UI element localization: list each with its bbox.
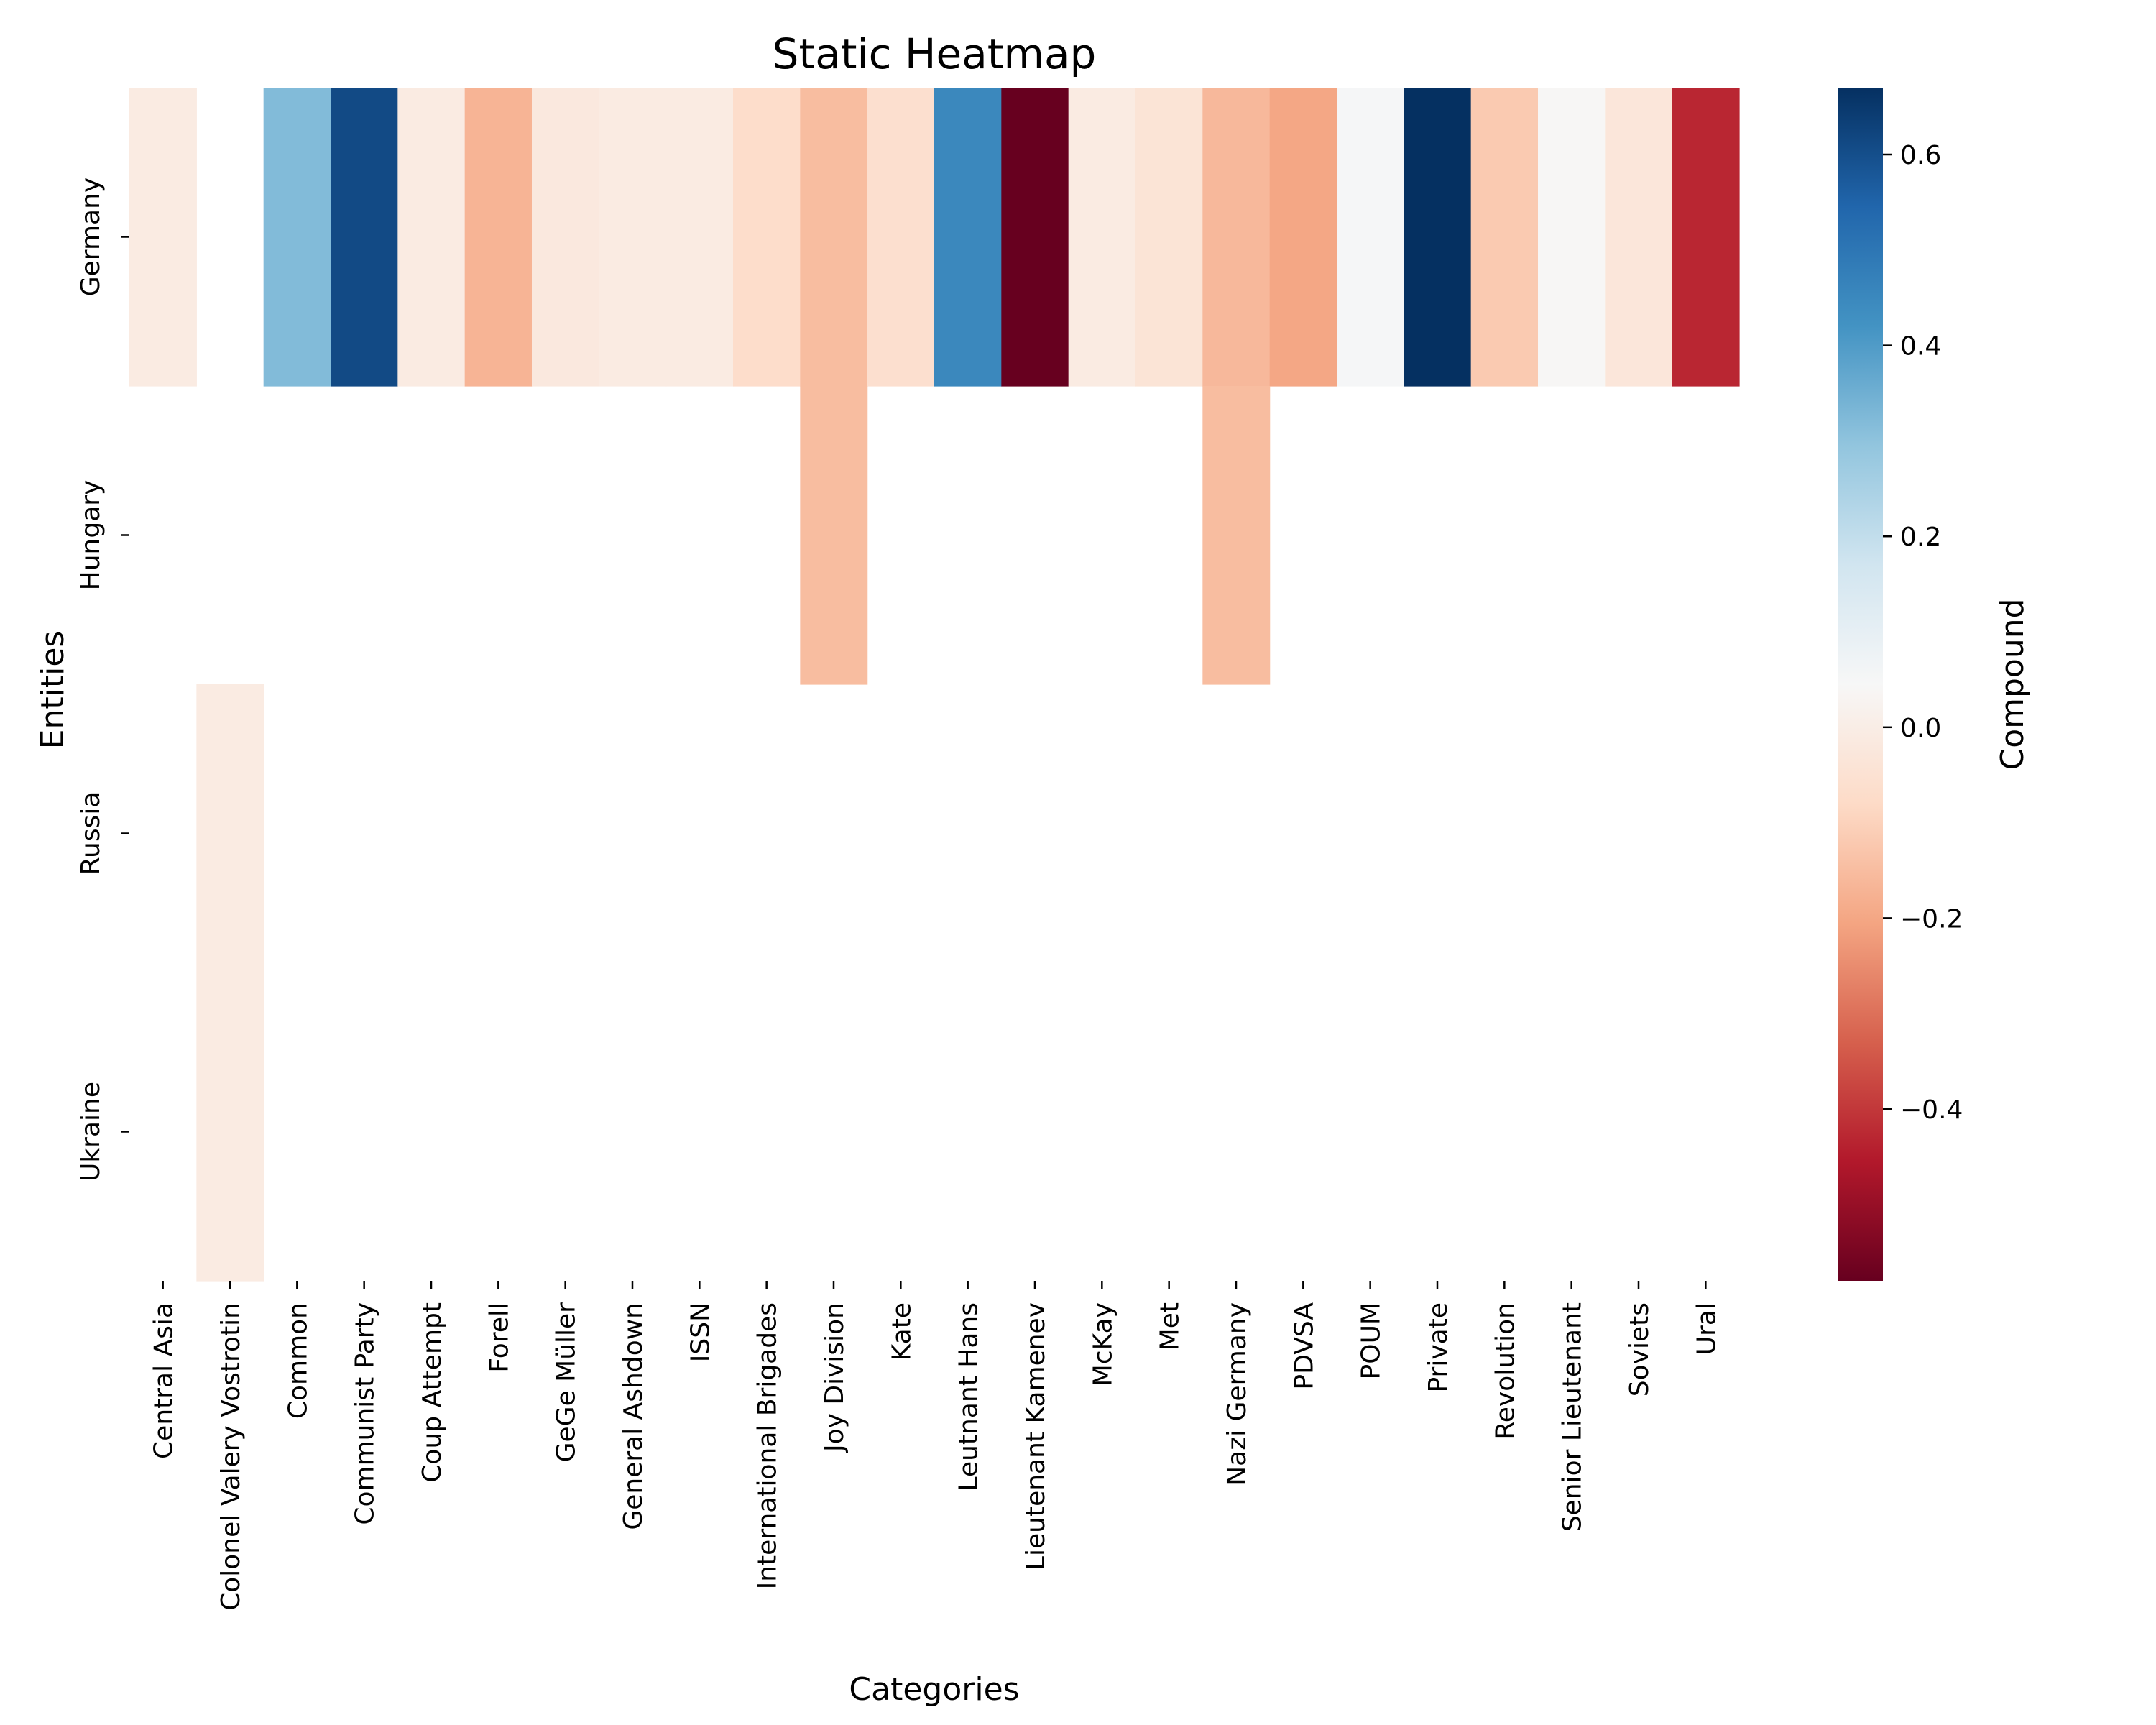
- x-tick-label: ISSN: [686, 1302, 715, 1362]
- x-tick-label: Senior Lieutenant: [1558, 1302, 1588, 1532]
- heatmap-cell: [1269, 88, 1337, 387]
- x-tick-label: McKay: [1088, 1302, 1118, 1386]
- y-tick-label: Hungary: [76, 480, 106, 591]
- y-tick-label: Russia: [76, 792, 106, 875]
- heatmap-cell: [599, 88, 667, 387]
- heatmap-cell: [1068, 88, 1136, 387]
- colorbar: −0.4 −0.2 0.0 0.2 0.4 0.6: [1838, 88, 1963, 1281]
- chart-title: Static Heatmap: [773, 29, 1097, 78]
- heatmap-cell: [1202, 386, 1271, 685]
- x-tick-label: POUM: [1357, 1302, 1386, 1379]
- heatmap-cell: [1202, 88, 1271, 387]
- heatmap-cell: [1672, 88, 1740, 387]
- heatmap-cell: [1605, 88, 1673, 387]
- heatmap-cell: [1470, 88, 1539, 387]
- heatmap-cell: [331, 88, 398, 387]
- heatmap-cell: [665, 88, 734, 387]
- x-tick-label: Soviets: [1625, 1302, 1654, 1397]
- heatmap-cell: [1404, 88, 1472, 387]
- heatmap-cell: [464, 88, 533, 387]
- colorbar-tick-label: 0.2: [1900, 523, 1941, 552]
- x-tick-label: GeGe Müller: [552, 1302, 581, 1463]
- heatmap-cell: [532, 88, 599, 387]
- heatmap-cell: [129, 88, 197, 387]
- colorbar-fill: [1838, 88, 1883, 1281]
- x-tick-label: Leutnant Hans: [954, 1302, 984, 1491]
- y-tick-label: Ukraine: [76, 1082, 106, 1182]
- x-tick-label: Joy Division: [820, 1302, 849, 1453]
- heatmap-cells: [129, 88, 1740, 1282]
- heatmap-cell: [263, 88, 331, 387]
- x-tick-label: Nazi Germany: [1222, 1302, 1252, 1486]
- x-tick-label: Communist Party: [351, 1302, 380, 1525]
- heatmap-cell: [1135, 88, 1203, 387]
- heatmap-cell: [196, 684, 264, 983]
- x-axis: Central Asia Colonel Valery Vostrotin Comm…: [149, 1281, 1721, 1611]
- heatmap-cell: [800, 386, 868, 685]
- x-tick-label: General Ashdown: [619, 1302, 648, 1530]
- x-tick-label: Met: [1156, 1302, 1185, 1351]
- heatmap-cell: [800, 88, 868, 387]
- colorbar-tick-label: −0.2: [1900, 904, 1963, 934]
- x-tick-label: Coup Attempt: [418, 1302, 447, 1483]
- heatmap-cell: [1337, 88, 1404, 387]
- colorbar-tick-label: 0.4: [1900, 332, 1941, 362]
- x-tick-label: Central Asia: [149, 1302, 179, 1459]
- x-tick-label: PDVSA: [1289, 1302, 1319, 1390]
- y-axis-label: Entities: [34, 631, 71, 750]
- x-tick-label: International Brigades: [753, 1302, 783, 1589]
- heatmap-cell: [397, 88, 466, 387]
- colorbar-tick-label: 0.0: [1900, 714, 1941, 743]
- colorbar-label: Compound: [1994, 598, 2031, 770]
- x-tick-label: Forell: [484, 1302, 514, 1373]
- x-axis-label: Categories: [849, 1671, 1019, 1708]
- x-tick-label: Colonel Valery Vostrotin: [216, 1302, 246, 1611]
- y-tick-label: Germany: [76, 178, 106, 296]
- heatmap-cell: [1538, 88, 1606, 387]
- x-tick-label: Private: [1424, 1302, 1453, 1393]
- x-tick-label: Ural: [1692, 1302, 1721, 1355]
- y-axis: Germany Hungary Russia Ukraine: [76, 178, 129, 1182]
- x-tick-label: Lieutenant Kamenev: [1021, 1302, 1051, 1570]
- colorbar-tick-label: 0.6: [1900, 141, 1941, 170]
- heatmap-cell: [934, 88, 1002, 387]
- heatmap-cell: [867, 88, 935, 387]
- colorbar-tick-label: −0.4: [1900, 1095, 1963, 1125]
- x-tick-label: Common: [283, 1302, 313, 1419]
- x-tick-label: Kate: [887, 1302, 916, 1361]
- heatmap-cell: [1001, 88, 1069, 387]
- heatmap-cell: [196, 983, 264, 1282]
- heatmap-cell: [733, 88, 801, 387]
- x-tick-label: Revolution: [1491, 1302, 1520, 1440]
